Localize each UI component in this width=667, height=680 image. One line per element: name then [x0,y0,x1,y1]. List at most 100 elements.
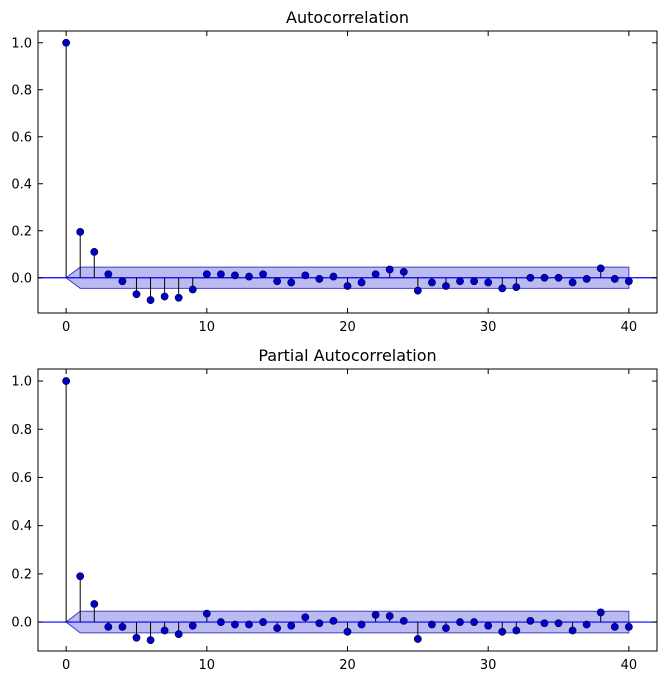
data-point [371,270,380,279]
data-point [428,278,436,287]
y-tick-label: 0.6 [11,471,32,486]
data-point [104,622,113,631]
data-point [554,619,563,628]
y-tick-label: 1.0 [11,375,32,390]
data-point [442,624,450,633]
data-point [188,285,197,294]
data-point [146,636,155,645]
data-point [202,270,211,279]
data-point [245,620,253,629]
data-point [596,608,605,617]
data-point [399,267,408,276]
data-point [259,270,267,279]
axes-frame [37,368,658,652]
data-point [568,626,577,635]
data-point [343,627,352,636]
chart-panel-1: 0.0 0.2 0.4 0.6 0.8 1.0 0 10 20 30 40 Autocorrelati… [11,8,658,335]
data-point [188,621,197,630]
data-point [90,600,99,608]
data-point [512,283,521,292]
chart-title: Partial Autocorrelation [258,346,436,365]
chart-panel-2: 0.0 0.2 0.4 0.6 0.8 1.0 0 10 20 30 40 Partial Autoc… [11,346,658,673]
data-point [160,292,169,301]
data-point [216,618,225,626]
x-tick-label: 30 [480,320,497,335]
data-point [287,278,296,287]
y-tick-label: 1.0 [11,36,32,51]
data-point [287,621,296,630]
x-tick-label: 10 [199,320,216,335]
data-point [498,284,507,293]
data-point [174,630,183,639]
plot-area [38,377,657,645]
y-tick-label: 0.6 [11,130,32,145]
x-tick-label: 30 [480,658,497,673]
y-tick-label: 0.4 [11,519,32,534]
data-point [610,622,619,631]
data-point [231,271,239,280]
x-tick-label: 10 [199,658,216,673]
data-point [118,277,127,286]
data-point [76,572,85,581]
data-point [470,277,479,286]
data-point [202,609,211,618]
data-point [118,622,127,631]
chart-title: Autocorrelation [286,8,409,27]
data-point [456,618,464,626]
data-point [259,618,267,626]
y-tick-label: 0.8 [11,83,32,98]
data-point [104,270,113,279]
data-point [624,622,633,631]
data-point [132,633,141,642]
data-point [385,265,394,274]
data-point [385,612,394,620]
data-point [301,271,310,280]
data-point [343,282,352,290]
data-point [624,277,633,286]
data-point [357,620,366,629]
data-point [413,286,422,295]
x-tick-label: 40 [621,658,638,673]
data-point [526,273,535,282]
data-point [484,621,493,630]
data-point [413,635,422,643]
data-point [160,626,169,635]
data-point [273,277,282,286]
data-point [526,616,535,625]
x-tick-label: 0 [62,320,70,335]
data-point [512,626,521,635]
data-point [329,272,338,281]
y-tick-label: 0.4 [11,177,32,192]
x-tick-label: 20 [339,320,356,335]
data-point [231,620,239,629]
data-point [62,377,71,385]
data-point [442,282,450,290]
data-point [76,228,85,236]
data-point [315,619,324,628]
data-point [540,619,549,628]
data-point [498,627,507,636]
data-point [554,273,563,282]
data-point [174,293,183,302]
data-point [568,278,577,287]
data-point [329,616,338,625]
y-tick-label: 0.0 [11,616,32,631]
data-point [216,270,225,279]
data-point [301,613,310,622]
data-point [315,275,324,283]
data-point [146,296,155,304]
data-point [357,278,366,287]
x-tick-label: 40 [621,320,638,335]
x-tick-label: 0 [62,658,70,673]
data-point [132,290,141,299]
data-point [399,616,408,625]
data-point [456,277,464,286]
data-point [428,620,436,629]
data-point [484,278,493,287]
data-point [596,264,605,273]
data-point [582,275,591,283]
y-tick-label: 0.0 [11,271,32,286]
data-point [245,272,253,281]
y-tick-label: 0.2 [11,224,32,239]
